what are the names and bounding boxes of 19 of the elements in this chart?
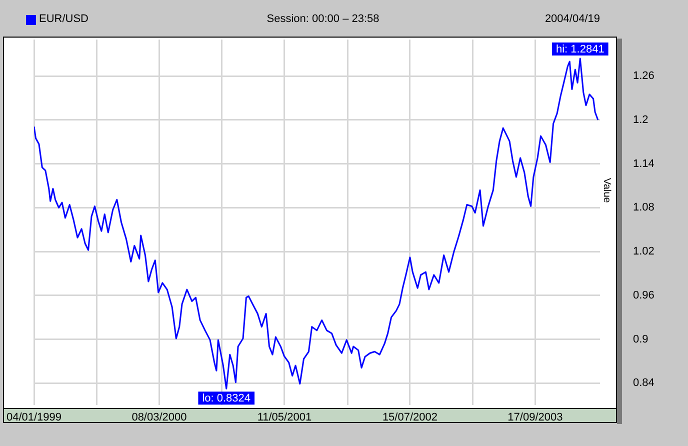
- y-tick-label: 1.2: [633, 114, 648, 126]
- y-axis-title: Value: [601, 178, 612, 202]
- y-tick-label: 1.02: [633, 246, 654, 258]
- annotation: lo: 0.8324: [202, 392, 251, 405]
- legend-label: EUR/USD: [39, 13, 89, 26]
- chart-subtitle: Session: 00:00 – 23:58: [266, 13, 380, 25]
- x-tick-label: 17/09/2003: [508, 412, 563, 424]
- y-tick-label: 0.84: [633, 377, 654, 390]
- y-tick-label: 0.9: [633, 333, 648, 346]
- text: 2004/04/19: [544, 13, 600, 26]
- x-tick-label: 04/01/1999: [6, 412, 62, 424]
- y-tick-label: 0.96: [633, 289, 654, 302]
- x-tick-label: 15/07/2002: [382, 412, 438, 424]
- x-tick-label: 11/05/2001: [257, 412, 312, 424]
- x-tick-label: 08/03/2000: [132, 412, 187, 424]
- y-tick-label: 1.14: [633, 158, 654, 170]
- annotation: hi: 1.2841: [556, 44, 604, 56]
- y-tick-label: 1.08: [633, 202, 654, 214]
- y-tick-label: 1.26: [633, 70, 654, 82]
